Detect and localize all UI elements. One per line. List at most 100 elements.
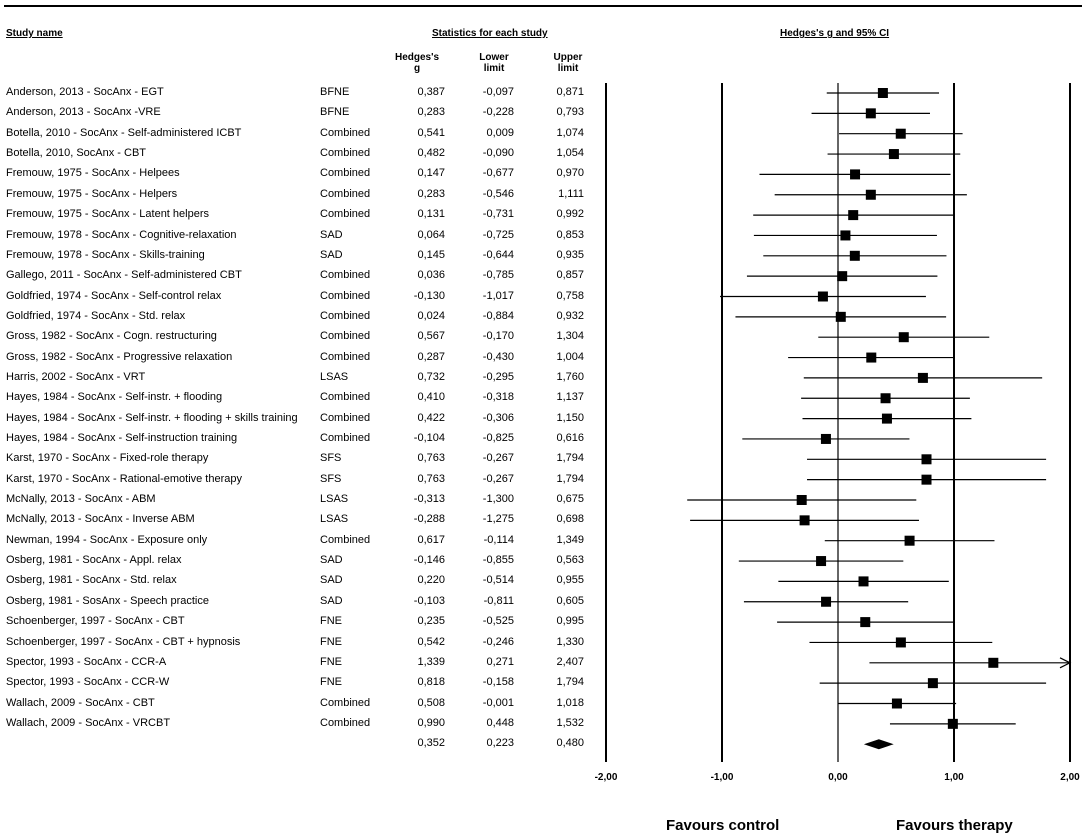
x-tick-label: -2,00 — [595, 772, 618, 783]
upper-limit-value: 0,698 — [556, 513, 584, 526]
hedges-g-value: -0,130 — [413, 289, 445, 302]
study-name: McNally, 2013 - SocAnx - ABM — [6, 493, 156, 505]
outcome-measure: Combined — [320, 533, 371, 546]
effect-size-marker — [921, 474, 932, 485]
effect-size-marker — [837, 271, 848, 282]
effect-size-marker — [881, 413, 892, 424]
effect-size-marker — [821, 596, 832, 607]
hedges-g-value: 0,818 — [417, 676, 445, 689]
effect-size-marker — [895, 128, 906, 139]
ci-arrow — [1059, 657, 1072, 669]
lower-limit-value: -0,430 — [482, 350, 514, 363]
effect-size-marker — [888, 149, 899, 160]
header-statistics: Statistics for each study — [432, 28, 548, 39]
outcome-measure: BFNE — [320, 106, 350, 119]
study-name: Schoenberger, 1997 - SocAnx - CBT — [6, 615, 185, 628]
upper-limit-value: 1,304 — [556, 330, 584, 343]
effect-size-marker — [895, 637, 906, 648]
lower-limit-value: -0,546 — [482, 187, 514, 200]
upper-limit-value: 1,532 — [556, 716, 584, 729]
effect-size-marker — [816, 556, 827, 567]
hedges-g-value: 0,542 — [417, 635, 445, 648]
study-name: Fremouw, 1975 - SocAnx - Helpees — [6, 167, 180, 180]
study-name: Goldfried, 1974 - SocAnx - Self-control … — [6, 289, 222, 302]
study-name: Fremouw, 1978 - SocAnx - Skills-training — [6, 248, 205, 261]
lower-limit-value: -0,525 — [482, 615, 514, 628]
hedges-g-value: 0,036 — [417, 269, 445, 282]
study-name: Karst, 1970 - SocAnx - Fixed-role therap… — [6, 452, 209, 465]
lower-limit-value: -0,318 — [482, 391, 514, 404]
study-name: Hayes, 1984 - SocAnx - Self-instruction … — [6, 432, 238, 444]
summary-diamond — [863, 739, 894, 750]
lower-limit-value: -0,158 — [482, 676, 514, 689]
lower-limit-value: 0,271 — [486, 655, 514, 668]
study-name: Newman, 1994 - SocAnx - Exposure only — [6, 533, 208, 546]
hedges-g-value: 0,541 — [417, 126, 445, 139]
upper-limit-value: 0,605 — [556, 594, 584, 607]
upper-limit-value: 1,349 — [556, 533, 584, 546]
outcome-measure: SAD — [320, 248, 343, 261]
upper-limit-value: 0,563 — [556, 554, 584, 566]
lower-limit-value: -0,228 — [482, 106, 514, 119]
lower-limit-value: -0,267 — [482, 472, 514, 485]
x-tick-label: -1,00 — [711, 772, 734, 783]
outcome-measure: Combined — [320, 309, 371, 322]
effect-size-marker — [947, 718, 958, 729]
study-name: McNally, 2013 - SocAnx - Inverse ABM — [6, 513, 195, 526]
upper-limit-value: 1,074 — [556, 126, 584, 139]
upper-limit-value: 0,995 — [556, 615, 584, 628]
lower-limit-value: -0,090 — [482, 147, 514, 160]
outcome-measure: SAD — [320, 594, 343, 607]
outcome-measure: FNE — [320, 635, 342, 648]
hedges-g-value: 0,024 — [417, 309, 445, 322]
hedges-g-value: 0,220 — [417, 574, 445, 587]
hedges-g-value: 0,990 — [417, 716, 445, 729]
hedges-g-value: -0,104 — [413, 432, 445, 444]
upper-limit-value: 1,760 — [556, 370, 584, 383]
lower-limit-value: -0,884 — [482, 309, 514, 322]
column-header-lower: Lower limit — [479, 52, 509, 74]
hedges-g-value: 0,617 — [417, 533, 445, 546]
effect-size-marker — [898, 332, 909, 343]
study-name: Spector, 1993 - SocAnx - CCR-A — [6, 655, 167, 668]
hedges-g-value: 0,283 — [417, 187, 445, 200]
hedges-g-value: 0,131 — [417, 208, 445, 221]
effect-size-marker — [858, 576, 869, 587]
hedges-g-value: 0,732 — [417, 370, 445, 383]
upper-limit-value: 1,794 — [556, 472, 584, 485]
lower-limit-value: 0,009 — [486, 126, 514, 139]
study-name: Harris, 2002 - SocAnx - VRT — [6, 370, 146, 383]
effect-size-marker — [865, 108, 876, 119]
top-rule — [4, 5, 1082, 7]
hedges-g-value: 0,235 — [417, 615, 445, 628]
outcome-measure: LSAS — [320, 513, 349, 526]
hedges-g-value: 0,410 — [417, 391, 445, 404]
x-tick-label: 1,00 — [944, 772, 964, 783]
hedges-g-value: 0,064 — [417, 228, 445, 241]
favours-control-label: Favours control — [666, 817, 780, 834]
upper-limit-value: 0,793 — [556, 106, 584, 119]
outcome-measure: Combined — [320, 126, 371, 139]
upper-limit-value: 0,871 — [556, 86, 584, 98]
lower-limit-value: -0,644 — [482, 248, 514, 261]
study-name: Osberg, 1981 - SosAnx - Speech practice — [6, 594, 209, 607]
effect-size-marker — [988, 657, 999, 668]
summary-lower-value: 0,223 — [486, 737, 514, 750]
lower-limit-value: -0,785 — [482, 269, 514, 282]
outcome-measure: SAD — [320, 574, 343, 587]
outcome-measure: SAD — [320, 554, 343, 566]
hedges-g-value: 0,287 — [417, 350, 445, 363]
lower-limit-value: -1,275 — [482, 513, 514, 526]
column-header-upper: Upper limit — [553, 52, 583, 74]
effect-size-marker — [849, 250, 860, 261]
study-name: Osberg, 1981 - SocAnx - Appl. relax — [6, 554, 182, 566]
lower-limit-value: -0,677 — [482, 167, 514, 180]
upper-limit-value: 0,758 — [556, 289, 584, 302]
favours-therapy-label: Favours therapy — [896, 817, 1013, 834]
lower-limit-value: -0,246 — [482, 635, 514, 648]
outcome-measure: Combined — [320, 330, 371, 343]
effect-size-marker — [860, 617, 871, 628]
upper-limit-value: 0,853 — [556, 228, 584, 241]
hedges-g-value: -0,146 — [413, 554, 445, 566]
